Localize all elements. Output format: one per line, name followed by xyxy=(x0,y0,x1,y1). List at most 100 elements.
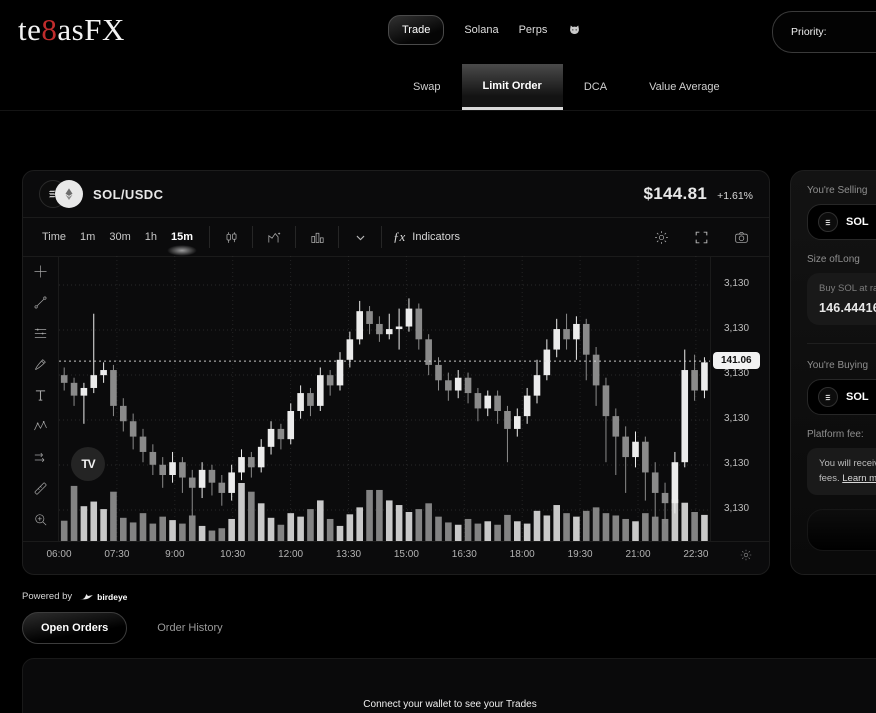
sol-token-icon xyxy=(818,387,838,407)
multi-line-icon xyxy=(32,325,49,342)
learn-more-link[interactable]: Learn more xyxy=(842,472,876,484)
connect-message: Connect your wallet to see your Trades xyxy=(363,699,537,710)
tab-order-history[interactable]: Order History xyxy=(157,622,223,634)
timeframe-1h[interactable]: 1h xyxy=(144,231,157,243)
timeframe-15m[interactable]: 15m xyxy=(164,227,200,247)
time-axis[interactable]: 06:00 07:30 9:00 10:30 12:00 13:30 15:00 16:30 1… xyxy=(23,541,769,570)
powered-by-label: Powered by xyxy=(22,591,73,602)
tool-text[interactable] xyxy=(27,381,55,409)
price-axis[interactable]: 141.06 3,130 3,130 3,130 3,130 3,130 3,130 xyxy=(710,256,769,541)
chart-body: TV 141.06 3,130 3,130 3,130 3,130 3,130 3,130 xyxy=(23,256,769,541)
tool-brush[interactable] xyxy=(27,350,55,378)
chevron-down-icon xyxy=(352,229,369,246)
forecast-icon xyxy=(32,449,49,466)
tool-ruler[interactable] xyxy=(27,474,55,502)
chart-toolbar: Time 1m 30m 1h 15m ƒx Indicators xyxy=(23,218,769,257)
fee-note-line1: You will receive exa xyxy=(819,458,876,469)
time-axis-label: 15:00 xyxy=(393,549,419,560)
selling-token-select[interactable]: SOL xyxy=(807,204,876,240)
chart-plot[interactable]: TV xyxy=(59,256,710,541)
tool-multi-line[interactable] xyxy=(27,319,55,347)
logo-text-mid: as xyxy=(57,12,85,47)
tool-magnifier[interactable] xyxy=(27,505,55,533)
chevron-down-button[interactable] xyxy=(348,225,372,249)
candles-icon xyxy=(223,229,240,246)
nav-item-trade[interactable]: Trade xyxy=(388,15,445,45)
crosshair-icon xyxy=(32,263,49,280)
buying-token-select[interactable]: SOL xyxy=(807,379,876,415)
tool-trend-line[interactable] xyxy=(27,288,55,316)
gear-icon xyxy=(653,229,670,246)
trades-panel: Connect your wallet to see your Trades xyxy=(22,658,876,713)
rate-input[interactable]: Buy SOL at rate 146.444167209 xyxy=(807,273,876,325)
brand-logo[interactable]: te8asFX xyxy=(18,12,125,48)
gear-button[interactable] xyxy=(649,225,673,249)
toolbar-separator xyxy=(252,226,254,248)
divider xyxy=(807,343,876,344)
price-axis-label: 3,130 xyxy=(724,503,750,514)
time-axis-label: 18:00 xyxy=(509,549,535,560)
timeframe-30m[interactable]: 30m xyxy=(109,231,131,243)
brush-icon xyxy=(32,356,49,373)
order-type-tabs: Swap Limit Order DCA Value Average xyxy=(392,64,741,110)
bird-icon xyxy=(79,594,94,600)
current-price: $144.81 xyxy=(643,184,708,203)
price-axis-label: 3,130 xyxy=(724,323,750,334)
logo-suffix: FX xyxy=(84,12,125,47)
main-nav: Trade Solana Perps xyxy=(388,15,582,45)
usdc-coin-icon xyxy=(55,180,83,208)
buying-label: You're Buying xyxy=(807,360,869,371)
camera-icon xyxy=(733,229,750,246)
toolbar-separator xyxy=(381,226,383,248)
time-axis-label: 10:30 xyxy=(220,549,246,560)
tradingview-watermark-icon[interactable]: TV xyxy=(71,447,105,481)
pair-icons xyxy=(39,180,83,208)
time-axis-gear-button[interactable] xyxy=(739,548,753,562)
timeframe-time[interactable]: Time xyxy=(42,231,67,243)
selling-token-symbol: SOL xyxy=(846,216,869,228)
toolbar-separator xyxy=(209,226,211,248)
sub-nav: Swap Limit Order DCA Value Average xyxy=(0,64,876,111)
selling-label: You're Selling xyxy=(807,185,868,196)
time-axis-label: 06:00 xyxy=(46,549,72,560)
candlestick-chart xyxy=(59,256,710,541)
tab-swap[interactable]: Swap xyxy=(413,81,441,93)
timeframe-1m[interactable]: 1m xyxy=(80,231,96,243)
logo-text: te xyxy=(18,12,42,47)
priority-button[interactable]: Priority: xyxy=(772,11,876,53)
ruler-icon xyxy=(32,480,49,497)
fullscreen-button[interactable] xyxy=(689,225,713,249)
overlay-button[interactable] xyxy=(262,225,286,249)
pair-label: SOL/USDC xyxy=(93,186,164,202)
rate-input-label: Buy SOL at rate xyxy=(819,283,876,294)
nav-item-perps[interactable]: Perps xyxy=(518,24,548,36)
nav-item-solana[interactable]: Solana xyxy=(464,24,499,36)
candles-button[interactable] xyxy=(219,225,243,249)
chart-header: SOL/USDC $144.81 +1.61% xyxy=(23,171,769,218)
tab-value-average[interactable]: Value Average xyxy=(649,81,720,93)
indicators-button[interactable]: ƒx Indicators xyxy=(393,229,460,245)
gear-icon xyxy=(739,548,753,562)
tool-pattern[interactable] xyxy=(27,412,55,440)
connect-wallet-button[interactable] xyxy=(807,509,876,552)
tab-limit-order[interactable]: Limit Order xyxy=(461,64,563,110)
birdeye-logo[interactable]: birdeye xyxy=(79,591,127,602)
price-axis-label: 3,130 xyxy=(724,413,750,424)
tab-open-orders[interactable]: Open Orders xyxy=(22,612,128,644)
price-axis-label: 3,130 xyxy=(724,278,750,289)
tab-dca[interactable]: DCA xyxy=(583,81,608,93)
columns-icon xyxy=(309,229,326,246)
sol-token-icon xyxy=(818,212,838,232)
indicators-label: Indicators xyxy=(412,231,460,243)
priority-label: Priority: xyxy=(791,26,827,38)
columns-button[interactable] xyxy=(305,225,329,249)
time-axis-label: 9:00 xyxy=(165,549,185,560)
camera-button[interactable] xyxy=(729,225,753,249)
tool-crosshair[interactable] xyxy=(27,257,55,285)
cat-icon[interactable] xyxy=(567,23,582,38)
buying-token-symbol: SOL xyxy=(846,391,869,403)
tool-forecast[interactable] xyxy=(27,443,55,471)
overlay-icon xyxy=(266,229,283,246)
time-axis-label: 16:30 xyxy=(451,549,477,560)
platform-fee-label: Platform fee: xyxy=(807,429,864,440)
